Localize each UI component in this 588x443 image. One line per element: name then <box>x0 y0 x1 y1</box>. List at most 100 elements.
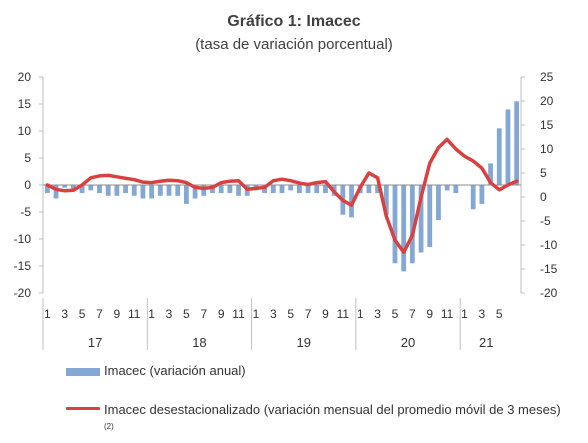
bar <box>470 185 476 210</box>
x-month-label: 7 <box>200 307 207 321</box>
legend-line-superscript: (2) <box>104 422 114 431</box>
bar <box>114 185 120 196</box>
right-axis-tick-label: -15 <box>540 262 558 276</box>
x-month-label: 11 <box>337 307 350 321</box>
bar <box>296 185 302 194</box>
legend-line-text: Imacec desestacionalizado (variación men… <box>104 402 561 417</box>
bar <box>409 185 415 264</box>
bar <box>418 185 424 253</box>
bar <box>383 185 389 215</box>
bar <box>97 185 102 194</box>
legend-bar-swatch <box>66 368 100 376</box>
bar <box>175 185 181 196</box>
x-month-label: 9 <box>322 307 329 321</box>
left-axis-tick-label: 15 <box>18 97 32 111</box>
x-month-label: 7 <box>96 307 103 321</box>
x-month-label: 1 <box>357 307 364 321</box>
legend-line-swatch <box>66 407 100 410</box>
right-axis-tick-label: -10 <box>540 238 558 252</box>
bar <box>131 185 137 196</box>
bar <box>444 185 450 191</box>
chart-subtitle: (tasa de variación porcentual) <box>195 36 393 53</box>
bar <box>123 185 128 194</box>
bar <box>166 185 172 196</box>
chart-title: Gráfico 1: Imacec <box>227 13 361 30</box>
x-month-label: 5 <box>79 307 86 321</box>
bar <box>53 185 59 199</box>
bar <box>366 185 372 194</box>
bar <box>149 185 155 199</box>
bar <box>453 185 459 194</box>
left-axis-tick-label: 10 <box>18 124 32 138</box>
bar <box>488 163 493 185</box>
right-axis-tick-label: 20 <box>540 94 554 108</box>
bar <box>401 185 407 272</box>
x-month-label: 1 <box>253 307 260 321</box>
x-month-label: 11 <box>441 307 454 321</box>
left-axis-tick-label: -10 <box>14 232 32 246</box>
bar <box>305 185 311 194</box>
bar <box>62 185 68 188</box>
bar <box>436 185 441 221</box>
bar <box>227 185 233 194</box>
bar <box>236 185 241 196</box>
right-axis-tick-label: -20 <box>540 286 558 300</box>
x-year-label: 20 <box>401 335 415 350</box>
x-month-label: 1 <box>461 307 468 321</box>
bar <box>427 185 433 248</box>
right-axis-tick-label: 5 <box>540 166 547 180</box>
left-axis-tick-label: -5 <box>20 205 31 219</box>
bar <box>218 185 224 194</box>
x-month-label: 9 <box>426 307 433 321</box>
bar <box>392 185 398 264</box>
bar <box>105 185 111 196</box>
right-axis-tick-label: 15 <box>540 118 554 132</box>
bar <box>505 109 511 185</box>
left-axis-tick-label: -15 <box>14 259 32 273</box>
bar <box>184 185 189 204</box>
bar <box>270 185 276 194</box>
bar <box>314 185 320 194</box>
bar <box>88 185 94 191</box>
bar <box>514 101 520 185</box>
x-month-label: 1 <box>148 307 155 321</box>
bar <box>201 185 207 196</box>
bar <box>479 185 485 204</box>
bar <box>192 185 198 199</box>
x-month-label: 5 <box>392 307 399 321</box>
x-month-label: 9 <box>218 307 225 321</box>
bar <box>71 185 76 191</box>
left-axis-tick-label: 5 <box>24 151 31 165</box>
x-year-label: 21 <box>479 335 493 350</box>
right-axis-tick-label: 25 <box>540 70 554 84</box>
x-year-label: 17 <box>88 335 102 350</box>
right-axis-tick-label: 10 <box>540 142 554 156</box>
legend-bar-label: Imacec (variación anual) <box>104 363 246 378</box>
x-month-label: 5 <box>183 307 190 321</box>
line-series <box>45 137 519 254</box>
bar <box>44 185 50 194</box>
x-year-label: 19 <box>296 335 310 350</box>
right-axis-tick-label: 0 <box>540 190 547 204</box>
x-month-label: 3 <box>479 307 486 321</box>
bar <box>157 185 163 196</box>
x-month-label: 9 <box>114 307 121 321</box>
bar <box>323 185 328 194</box>
left-axis-tick-label: 20 <box>18 70 32 84</box>
left-axis-tick-label: 0 <box>24 178 31 192</box>
x-month-label: 7 <box>409 307 416 321</box>
x-month-label: 5 <box>496 307 503 321</box>
bar <box>140 185 146 199</box>
x-month-label: 5 <box>287 307 294 321</box>
bar <box>288 185 294 191</box>
x-month-label: 3 <box>61 307 68 321</box>
x-year-label: 18 <box>192 335 206 350</box>
x-month-label: 3 <box>166 307 173 321</box>
bar <box>79 185 85 194</box>
x-month-label: 3 <box>270 307 277 321</box>
x-month-label: 1 <box>44 307 51 321</box>
legend-line-label: Imacec desestacionalizado (variación men… <box>104 401 564 438</box>
x-month-label: 11 <box>128 307 141 321</box>
bar <box>279 185 285 194</box>
